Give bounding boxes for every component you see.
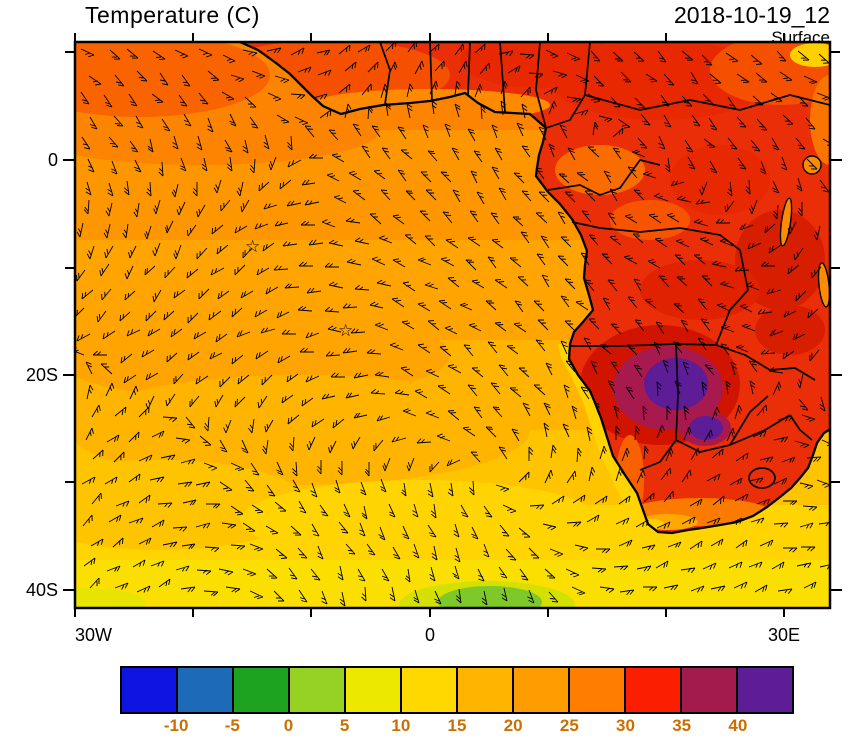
x-axis-label-0: 0 [425,625,435,645]
plot-datetime: 2018-10-19_12 [673,2,830,28]
colorbar-cell-9 [624,668,680,712]
colorbar-labels: -10 -5 0 5 10 15 20 25 30 35 40 [120,716,794,740]
colorbar-tick-label: 0 [283,716,294,735]
y-axis-label-40s: 40S [26,580,58,600]
axis-ticks [63,33,842,617]
lakes [779,155,830,308]
colorbar-cell-0 [122,668,176,712]
colorbar-tick-label: 20 [503,716,523,735]
plot-level-label: Surface [771,28,830,47]
colorbar-tick-label: -10 [163,716,189,735]
colorbar-tick-label: 10 [391,716,411,735]
colorbar-cell-1 [176,668,232,712]
y-axis-label-20s: 20S [26,365,58,385]
colorbar-tick-label: 35 [672,716,692,735]
colorbar-tick-label: 5 [339,716,350,735]
star-marker: ☆ [338,321,353,340]
plot-title: Temperature (C) [85,2,260,28]
x-axis-label-30e: 30E [768,625,800,645]
map-frame [73,40,832,610]
colorbar-tick-label: -5 [224,716,240,735]
colorbar-cell-7 [512,668,568,712]
x-axis-label-30w: 30W [75,625,112,645]
y-axis-label-0: 0 [48,150,58,170]
colorbar-tick-label: 40 [728,716,748,735]
colorbar-cell-5 [400,668,456,712]
colorbar-cell-11 [736,668,792,712]
colorbar-tick-label: 25 [559,716,579,735]
colorbar-cell-4 [344,668,400,712]
temperature-map: ☆☆ 0 20S 40S 30W 0 30E [26,33,842,645]
colorbar-cell-2 [232,668,288,712]
wind-barbs [75,42,830,607]
colorbar-cell-10 [680,668,736,712]
colorbar-cell-8 [568,668,624,712]
colorbar-cell-6 [456,668,512,712]
colorbar-tick-label: 15 [447,716,467,735]
colorbar-tick-label: 30 [616,716,635,735]
colorbar [120,666,794,714]
colorbar-cell-3 [288,668,344,712]
